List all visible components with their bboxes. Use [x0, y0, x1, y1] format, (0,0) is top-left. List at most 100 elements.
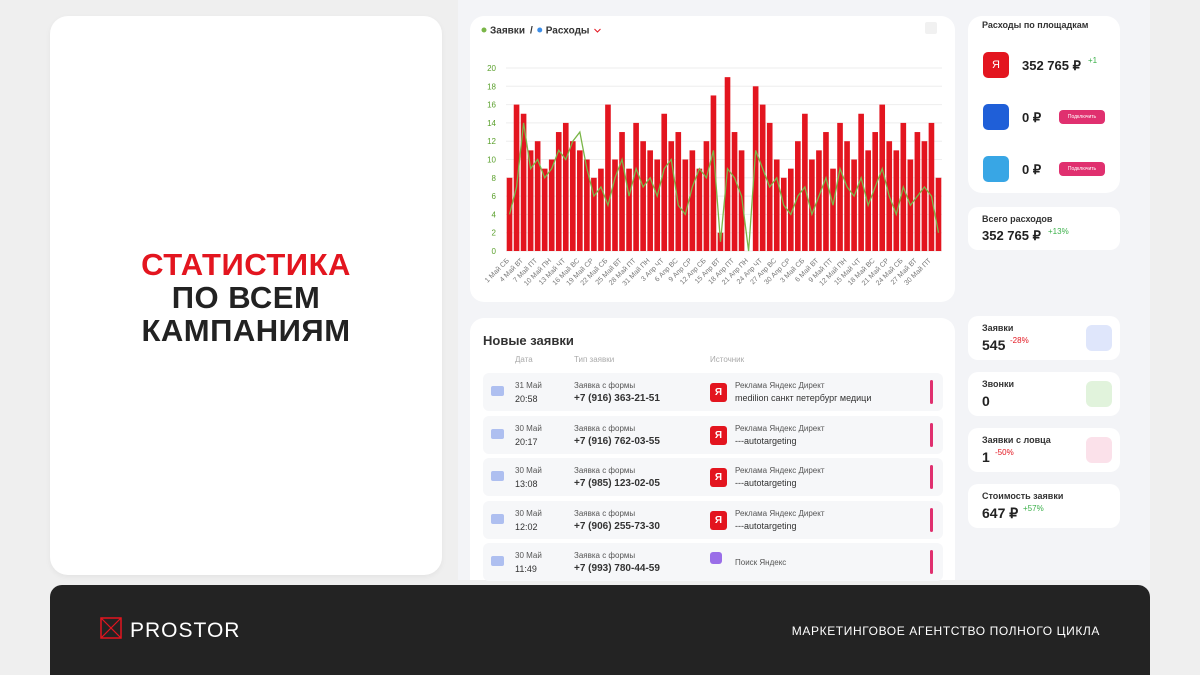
kpi-change: -50%	[995, 448, 1014, 457]
lead-date: 30 Май	[515, 423, 542, 433]
total-value: 352 765 ₽	[982, 228, 1041, 243]
lead-row: 30 Май 20:17 Заявка с формы +7 (916) 762-03…	[483, 415, 943, 454]
bar	[872, 132, 879, 251]
y-tick-label: 20	[487, 64, 496, 73]
footer: PROSTOR МАРКЕТИНГОВОЕ АГЕНТСТВО ПОЛНОГО …	[50, 585, 1150, 675]
bar	[787, 168, 794, 251]
platform-icon	[983, 156, 1009, 182]
bar	[844, 141, 850, 251]
headline-card: СТАТИСТИКА ПО ВСЕМ КАМПАНИЯМ	[50, 16, 442, 575]
legend-marker	[537, 27, 543, 33]
platform-row: 0 ₽ Подключить	[983, 156, 1118, 182]
status-bar	[930, 465, 933, 489]
platforms-card: Расходы по площадкам Я 352 765 ₽ +1 0 ₽ Подк…	[968, 16, 1120, 193]
bar	[675, 132, 682, 251]
lead-source: Поиск Яндекс	[735, 558, 787, 567]
bar	[879, 104, 886, 251]
kpi-label: Заявки с ловца	[982, 435, 1051, 445]
bar	[823, 132, 829, 251]
lead-row: 30 Май 12:02 Заявка с формы +7 (906) 255-73…	[483, 500, 943, 539]
kpi-value: 1	[982, 449, 990, 465]
lead-type: Заявка с формы	[574, 551, 636, 560]
lead-source: Реклама Яндекс Директ	[735, 508, 825, 518]
y-tick-label: 8	[492, 174, 497, 183]
bar	[858, 113, 864, 251]
bar	[759, 104, 766, 251]
bar	[541, 168, 548, 251]
lead-phone: +7 (985) 123-02-05	[574, 478, 660, 489]
bar	[640, 141, 646, 251]
lead-time: 12:02	[515, 521, 538, 532]
bar	[569, 141, 576, 251]
lead-time: 11:49	[515, 564, 537, 574]
bar	[724, 77, 731, 252]
lead-phone: +7 (993) 780-44-59	[574, 563, 660, 574]
kpi-card: Заявки 545 -28%	[968, 316, 1120, 360]
lead-source: Реклама Яндекс Директ	[735, 381, 825, 390]
bar	[682, 159, 689, 251]
kpi-label: Звонки	[982, 379, 1015, 389]
lead-phone: +7 (916) 762-03-55	[574, 435, 660, 447]
mail-icon	[491, 513, 504, 524]
platform-amount: 0 ₽	[1022, 162, 1042, 177]
tagline: МАРКЕТИНГОВОЕ АГЕНТСТВО ПОЛНОГО ЦИКЛА	[791, 624, 1100, 638]
source-icon: Я	[710, 383, 727, 402]
platform-row: 0 ₽ Подключить	[983, 104, 1118, 130]
total-label: Всего расходов	[982, 214, 1053, 224]
status-bar	[930, 422, 933, 447]
y-tick-label: 4	[492, 210, 497, 219]
mail-icon	[491, 471, 504, 481]
expand-button	[925, 22, 937, 34]
legend-label: Заявки	[490, 26, 525, 37]
y-tick-label: 2	[492, 229, 497, 238]
total-card: Всего расходов 352 765 ₽ +13%	[968, 207, 1120, 250]
kpi-card: Звонки 0	[968, 372, 1120, 416]
bar	[619, 132, 625, 251]
legend-label: Расходы	[546, 26, 590, 37]
bar	[921, 141, 928, 251]
logo-text: PROSTOR	[130, 619, 241, 642]
bar	[731, 132, 738, 251]
kpi-icon	[1086, 325, 1112, 351]
status-bar	[930, 380, 933, 404]
bar	[696, 168, 703, 251]
headline-line: КАМПАНИЯМ	[141, 313, 351, 348]
bar	[830, 168, 836, 251]
lead-type: Заявка с формы	[574, 381, 636, 390]
kpi-card: Стоимость заявки 647 ₽ +57%	[968, 484, 1120, 528]
leads-card: Новые заявки Дата Тип заявки Источник 31…	[470, 318, 955, 581]
column-header: Тип заявки	[574, 355, 615, 364]
bar	[851, 159, 857, 251]
lead-time: 20:58	[515, 394, 538, 404]
bar	[689, 150, 696, 251]
bar	[647, 150, 653, 251]
lead-row: 31 Май 20:58 Заявка с формы +7 (916) 363-21…	[483, 373, 943, 411]
bar	[914, 132, 921, 251]
bar	[668, 141, 675, 251]
headline-line: ПО ВСЕМ	[171, 280, 321, 315]
connect-button[interactable]: Подключить	[1059, 162, 1105, 176]
y-tick-label: 16	[487, 101, 496, 110]
lead-source: Реклама Яндекс Директ	[735, 423, 825, 433]
leads-title: Новые заявки	[483, 333, 574, 348]
headline-line: СТАТИСТИКА	[141, 247, 351, 282]
bar	[780, 177, 787, 251]
column-header: Дата	[515, 355, 533, 364]
lead-phone: +7 (916) 363-21-51	[574, 393, 660, 404]
source-icon: Я	[710, 468, 727, 487]
bar	[893, 150, 900, 251]
lead-date: 31 Май	[515, 381, 542, 390]
bar	[520, 113, 527, 251]
y-tick-label: 10	[487, 156, 496, 165]
kpi-card: Заявки с ловца 1 -50%	[968, 428, 1120, 472]
platform-amount: 352 765 ₽	[1022, 58, 1081, 73]
bar	[703, 141, 710, 251]
mail-icon	[491, 428, 504, 439]
line	[508, 122, 940, 252]
kpi-icon	[1086, 381, 1112, 407]
platform-icon: Я	[983, 52, 1009, 78]
mail-icon	[491, 556, 504, 566]
mail-icon	[491, 386, 504, 396]
y-tick-label: 6	[492, 192, 497, 201]
connect-button[interactable]: Подключить	[1059, 110, 1105, 124]
